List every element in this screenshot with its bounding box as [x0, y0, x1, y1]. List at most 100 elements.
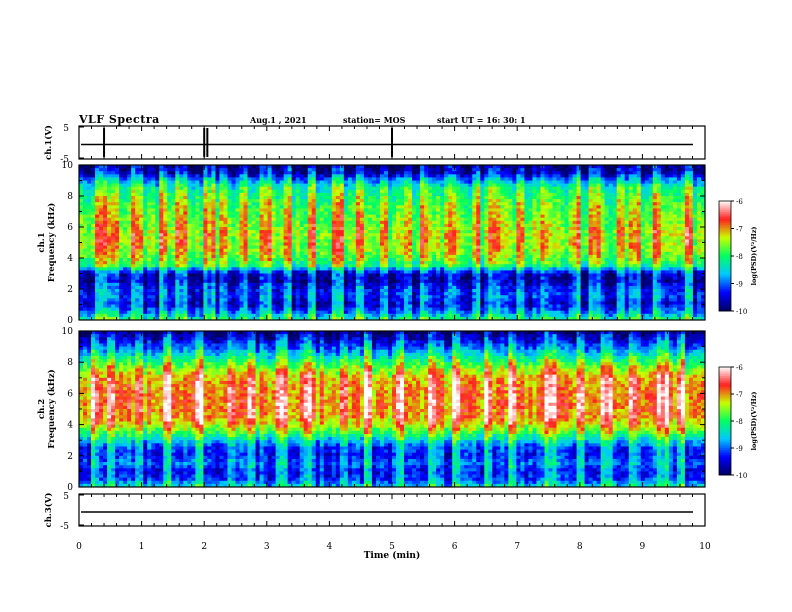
- spectrogram-cell: [79, 223, 84, 228]
- spectrogram-cell: [135, 245, 140, 250]
- spectrogram-cell: [91, 168, 96, 172]
- spectrogram-cell: [323, 270, 329, 274]
- spectrogram-cell: [131, 208, 136, 212]
- spectrogram-cell: [400, 189, 405, 194]
- spectrogram-cell: [295, 307, 301, 312]
- spectrogram-cell: [307, 189, 313, 194]
- spectrogram-cell: [367, 180, 373, 184]
- spectrogram-cell: [179, 258, 184, 262]
- spectrogram-cell: [111, 270, 116, 274]
- spectrogram-cell: [275, 298, 281, 302]
- spectrogram-cell: [123, 285, 128, 290]
- spectrogram-cell: [211, 186, 216, 191]
- spectrogram-cell: [331, 186, 337, 191]
- spectrogram-cell: [91, 183, 96, 188]
- spectrogram-cell: [259, 171, 264, 175]
- spectrogram-cell: [416, 233, 421, 237]
- spectrogram-cell: [151, 282, 156, 287]
- spectrogram-cell: [440, 313, 445, 318]
- spectrogram-cell: [387, 214, 393, 219]
- spectrogram-cell: [179, 307, 184, 312]
- spectrogram-cell: [315, 205, 321, 209]
- spectrogram-cell: [159, 168, 164, 172]
- spectrogram-cell: [448, 295, 453, 299]
- spectrogram-cell: [139, 273, 144, 277]
- spectrogram-cell: [231, 276, 236, 281]
- spectrogram-cell: [367, 279, 373, 284]
- spectrogram-cell: [444, 251, 449, 256]
- spectrogram-cell: [175, 254, 180, 259]
- spectrogram-cell: [271, 254, 277, 259]
- spectrogram-cell: [404, 313, 409, 318]
- spectrogram-cell: [408, 230, 413, 234]
- spectrogram-cell: [219, 177, 224, 181]
- spectrogram-cell: [223, 196, 228, 200]
- spectrogram-cell: [127, 227, 132, 231]
- spectrogram-cell: [359, 273, 365, 277]
- spectrogram-cell: [307, 192, 313, 197]
- spectrogram-cell: [247, 310, 252, 315]
- spectrogram-cell: [171, 298, 176, 302]
- spectrogram-cell: [195, 304, 200, 308]
- spectrogram-cell: [299, 214, 305, 219]
- spectrogram-cell: [219, 208, 224, 212]
- spectrogram-cell: [191, 189, 196, 194]
- spectrogram-cell: [251, 177, 256, 181]
- spectrogram-cell: [159, 165, 164, 169]
- spectrogram-cell: [135, 174, 140, 178]
- spectrogram-cell: [468, 199, 473, 203]
- spectrogram-cell: [299, 292, 305, 296]
- spectrogram-cell: [259, 282, 264, 287]
- spectrogram-cell: [315, 310, 321, 315]
- spectrogram-cell: [460, 316, 465, 321]
- spectrogram-cell: [456, 251, 461, 256]
- spectrogram-cell: [111, 211, 116, 215]
- spectrogram-cell: [404, 202, 409, 206]
- spectrogram-cell: [436, 192, 441, 197]
- spectrogram-cell: [199, 192, 204, 197]
- spectrogram-cell: [211, 264, 216, 268]
- spectrogram-cell: [452, 239, 457, 243]
- spectrogram-cell: [107, 264, 112, 268]
- spectrogram-cell: [159, 295, 164, 299]
- spectrogram-cell: [428, 177, 433, 181]
- spectrogram-cell: [235, 171, 240, 175]
- spectrogram-cell: [199, 307, 204, 312]
- spectrogram-cell: [452, 248, 457, 253]
- spectrogram-cell: [363, 242, 369, 246]
- spectrogram-cell: [412, 289, 417, 293]
- spectrogram-cell: [375, 177, 381, 181]
- spectrogram-cell: [315, 251, 321, 256]
- spectrogram-cell: [259, 258, 264, 262]
- spectrogram-cell: [163, 211, 168, 215]
- spectrogram-cell: [139, 230, 144, 234]
- spectrogram-cell: [359, 254, 365, 259]
- spectrogram-cell: [243, 171, 248, 175]
- spectrogram-cell: [239, 205, 244, 209]
- spectrogram-cell: [259, 285, 264, 290]
- spectrogram-cell: [255, 189, 260, 194]
- spectrogram-cell: [103, 301, 108, 305]
- spectrogram-cell: [319, 183, 325, 188]
- spectrogram-cell: [339, 301, 345, 305]
- spectrogram-cell: [243, 282, 248, 287]
- spectrogram-cell: [259, 270, 264, 274]
- spectrogram-cell: [119, 180, 124, 184]
- spectrogram-cell: [151, 205, 156, 209]
- spectrogram-cell: [468, 236, 473, 240]
- spectrogram-cell: [420, 168, 425, 172]
- spectrogram-cell: [87, 304, 92, 308]
- spectrogram-cell: [363, 270, 369, 274]
- spectrogram-cell: [375, 273, 381, 277]
- spectrogram-cell: [323, 282, 329, 287]
- spectrogram-cell: [319, 180, 325, 184]
- spectrogram-cell: [227, 301, 232, 305]
- spectrogram-cell: [295, 258, 301, 262]
- spectrogram-cell: [119, 313, 124, 318]
- spectrogram-cell: [239, 258, 244, 262]
- spectrogram-cell: [163, 183, 168, 188]
- spectrogram-cell: [207, 267, 212, 271]
- spectrogram-cell: [319, 295, 325, 299]
- spectrogram-cell: [440, 307, 445, 312]
- spectrogram-cell: [215, 292, 220, 296]
